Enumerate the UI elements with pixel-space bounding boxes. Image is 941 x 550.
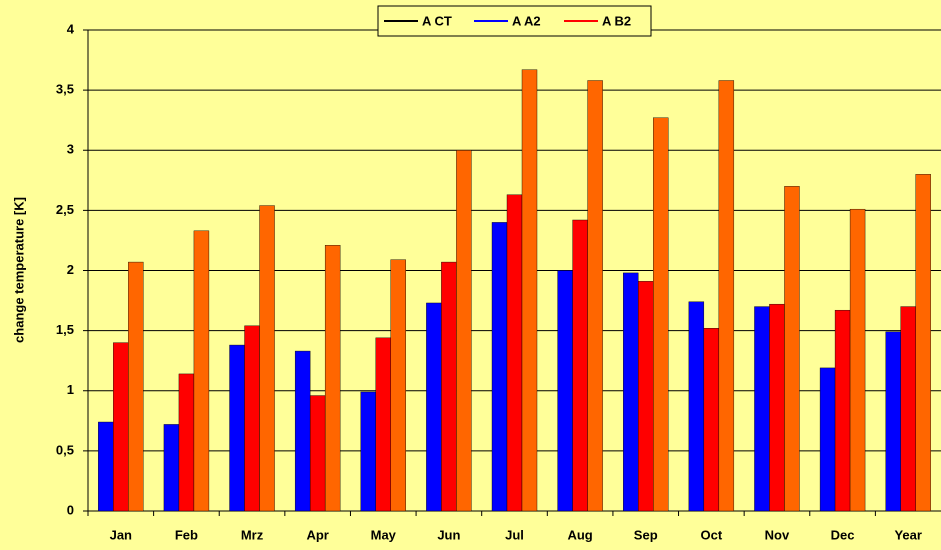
y-tick-label: 3	[67, 142, 74, 157]
bar	[390, 259, 406, 512]
bar	[193, 230, 210, 512]
bar	[456, 150, 472, 512]
x-tick-label: Sep	[634, 527, 658, 542]
bar	[638, 281, 654, 512]
x-tick-label: Aug	[567, 527, 592, 542]
x-tick-label: Oct	[701, 527, 723, 542]
bar	[98, 421, 114, 512]
bar	[178, 373, 195, 512]
x-tick-label: Dec	[831, 527, 855, 542]
legend-label: A A2	[512, 13, 541, 28]
x-tick-label: Jan	[110, 527, 132, 542]
legend-box	[377, 5, 652, 37]
y-axis-label: change temperature [K]	[11, 197, 26, 343]
bar	[718, 80, 735, 512]
bar	[754, 306, 770, 512]
bar	[623, 272, 639, 512]
y-tick-label: 1	[67, 382, 74, 397]
y-tick-label: 1,5	[56, 322, 74, 337]
x-tick-label: Apr	[306, 527, 328, 542]
bar	[229, 344, 245, 512]
bar	[113, 342, 129, 512]
bar	[784, 186, 800, 512]
bar	[441, 261, 457, 512]
bar	[294, 350, 311, 512]
bar	[375, 337, 391, 512]
bar	[309, 395, 326, 512]
x-tick-label: May	[371, 527, 397, 542]
bar	[557, 270, 573, 512]
bar	[521, 69, 538, 512]
x-tick-label: Mrz	[241, 527, 264, 542]
bar	[849, 208, 866, 512]
bar	[360, 391, 376, 512]
x-tick-label: Jun	[437, 527, 460, 542]
bar	[769, 303, 785, 512]
bar	[491, 222, 508, 512]
bar	[426, 302, 442, 512]
bar	[259, 205, 275, 512]
x-tick-label: Jul	[505, 527, 524, 542]
y-tick-label: 2	[67, 262, 74, 277]
bar	[324, 245, 341, 512]
legend-label: A CT	[422, 13, 452, 28]
x-tick-label: Feb	[175, 527, 198, 542]
bar	[653, 117, 669, 512]
y-tick-label: 4	[67, 21, 75, 36]
bar	[163, 424, 180, 512]
bar	[587, 80, 603, 512]
bar	[915, 174, 931, 512]
x-tick-label: Nov	[765, 527, 790, 542]
bar	[819, 367, 836, 512]
bar	[703, 328, 720, 512]
y-tick-label: 2,5	[56, 202, 74, 217]
bar	[244, 325, 260, 512]
bar	[128, 261, 144, 512]
y-tick-label: 0,5	[56, 442, 74, 457]
bar	[688, 301, 705, 512]
bar	[900, 306, 916, 512]
bar	[885, 331, 901, 512]
legend-label: A B2	[602, 13, 631, 28]
bar	[572, 219, 588, 512]
y-tick-label: 3,5	[56, 82, 74, 97]
y-tick-label: 0	[67, 502, 74, 517]
bar	[506, 194, 523, 512]
x-tick-label: Year	[894, 527, 921, 542]
bar	[834, 309, 851, 512]
